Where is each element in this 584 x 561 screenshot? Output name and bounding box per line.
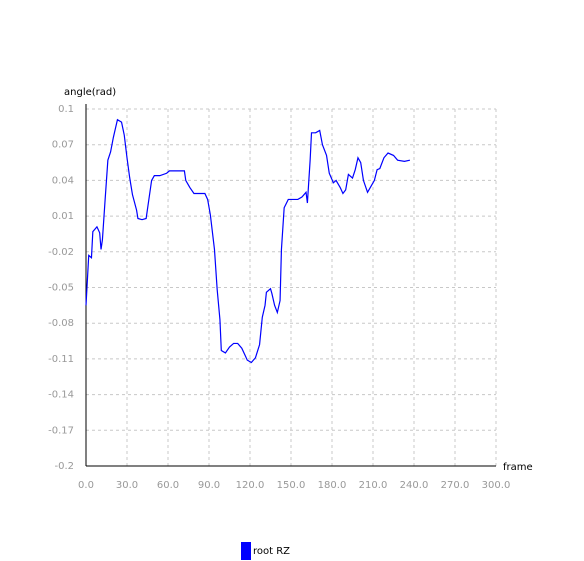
x-tick-label: 60.0 <box>157 480 179 491</box>
y-tick-label: -0.08 <box>48 318 74 329</box>
y-tick-label: -0.17 <box>48 425 74 436</box>
x-axis-title: frame <box>503 462 533 473</box>
x-tick-label: 270.0 <box>441 480 470 491</box>
x-tick-label: 150.0 <box>277 480 306 491</box>
x-tick-label: 180.0 <box>318 480 347 491</box>
y-axis-title: angle(rad) <box>64 87 116 98</box>
y-tick-label: 0.07 <box>52 140 74 151</box>
legend-label: root RZ <box>253 546 290 557</box>
x-tick-label: 210.0 <box>359 480 388 491</box>
data-line <box>85 118 411 364</box>
x-tick-label: 30.0 <box>116 480 138 491</box>
x-tick-label: 90.0 <box>198 480 220 491</box>
y-tick-label: 0.01 <box>52 211 74 222</box>
y-tick-label: 0.04 <box>52 175 74 186</box>
x-tick-label: 240.0 <box>400 480 429 491</box>
y-tick-label: -0.02 <box>48 247 74 258</box>
y-tick-label: -0.14 <box>48 390 74 401</box>
x-tick-label: 120.0 <box>236 480 265 491</box>
legend-swatch <box>241 542 251 560</box>
y-tick-label: -0.2 <box>54 461 74 472</box>
y-tick-label: -0.05 <box>48 283 74 294</box>
y-tick-label: -0.11 <box>48 354 74 365</box>
x-tick-label: 0.0 <box>78 480 94 491</box>
x-tick-label: 300.0 <box>482 480 511 491</box>
y-tick-label: 0.1 <box>58 104 74 115</box>
